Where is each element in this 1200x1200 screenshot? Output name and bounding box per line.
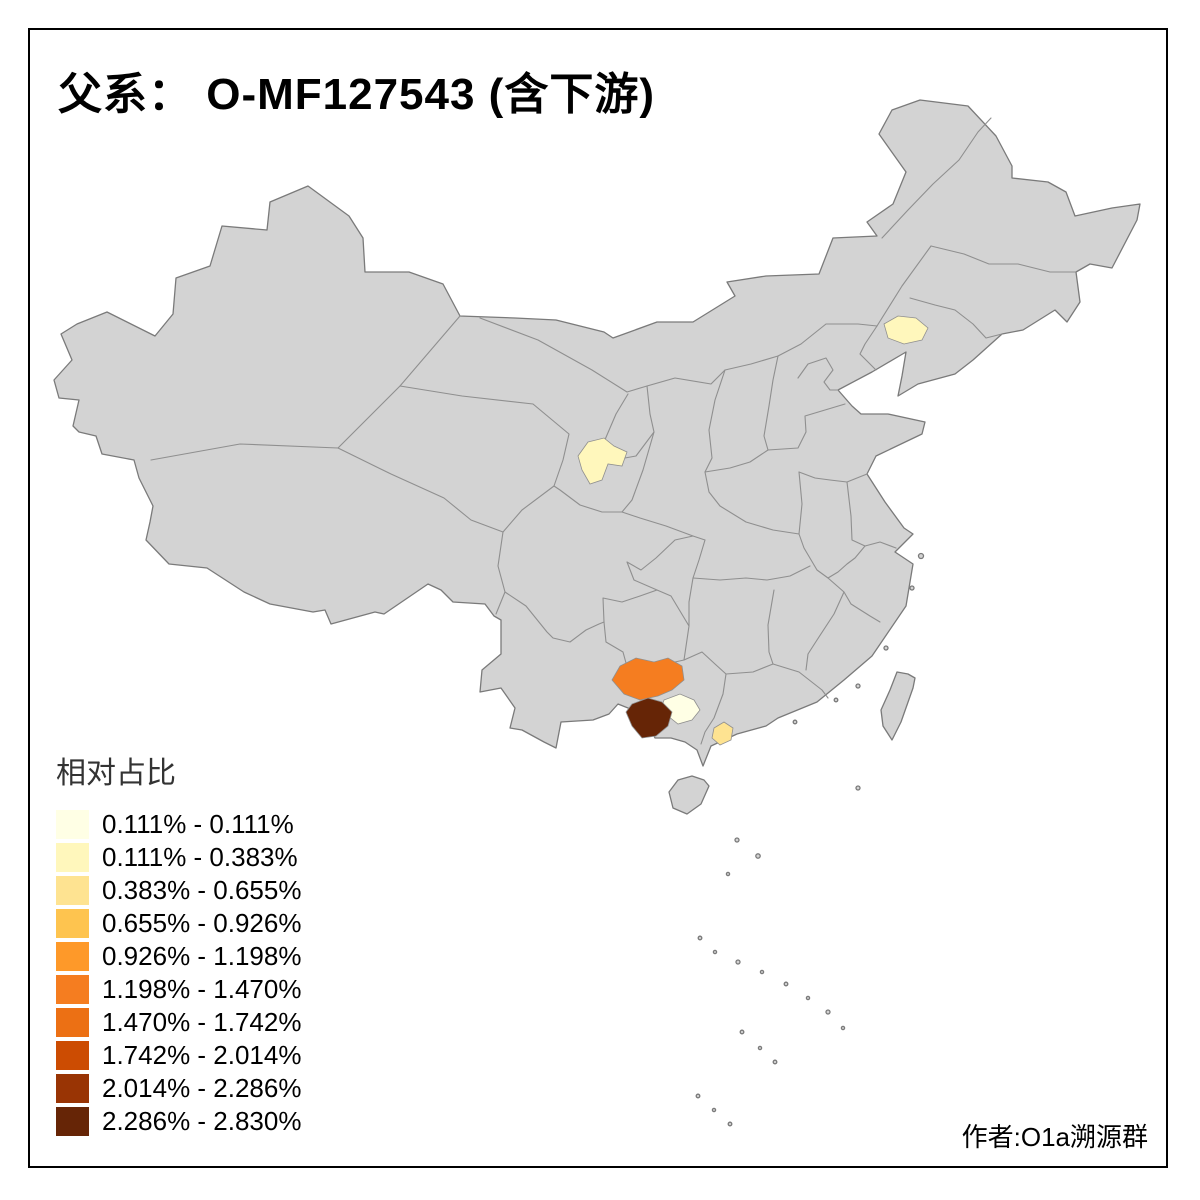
legend-label: 0.926% - 1.198% (102, 941, 302, 971)
legend-swatch (56, 810, 89, 839)
plot-frame (28, 28, 1168, 1168)
region-southwest-orange-patch (611, 657, 685, 701)
legend-swatch (56, 909, 89, 938)
legend-swatch (56, 876, 89, 905)
legend-label: 2.286% - 2.830% (102, 1106, 302, 1136)
legend-swatch (56, 843, 89, 872)
legend-title: 相对占比 (56, 757, 176, 790)
mainland-china (53, 99, 1141, 767)
attribution-text: 作者:O1a溯源群 (961, 1122, 1148, 1152)
region-gansu-central-patch (577, 437, 628, 485)
highlighted-regions (577, 315, 929, 746)
legend: 相对占比 0.111% - 0.111% 0.111% - 0.383% 0.383… (56, 748, 301, 1138)
province-borders (150, 117, 1076, 745)
legend-swatch (56, 975, 89, 1004)
legend-label: 0.383% - 0.655% (102, 875, 302, 905)
legend-swatch (56, 942, 89, 971)
legend-item: 1.198% - 1.470% (56, 973, 301, 1006)
legend-label: 1.742% - 2.014% (102, 1040, 302, 1070)
legend-item: 2.014% - 2.286% (56, 1072, 301, 1105)
legend-item: 0.111% - 0.383% (56, 841, 301, 874)
legend-items: 0.111% - 0.111% 0.111% - 0.383% 0.383% - 0… (56, 808, 301, 1138)
islands (668, 671, 916, 815)
region-northeast-liaoning-patch (883, 315, 929, 345)
legend-label: 0.111% - 0.111% (102, 809, 294, 839)
legend-item: 1.470% - 1.742% (56, 1006, 301, 1039)
legend-item: 0.926% - 1.198% (56, 940, 301, 973)
legend-label: 0.111% - 0.383% (102, 842, 298, 872)
hainan-island (668, 775, 710, 815)
mainland-shape (53, 99, 1141, 767)
legend-item: 2.286% - 2.830% (56, 1105, 301, 1138)
legend-label: 1.198% - 1.470% (102, 974, 302, 1004)
legend-item: 0.383% - 0.655% (56, 874, 301, 907)
legend-label: 2.014% - 2.286% (102, 1073, 302, 1103)
region-guangxi-coast-patch (711, 721, 734, 746)
legend-swatch (56, 1041, 89, 1070)
legend-swatch (56, 1008, 89, 1037)
taiwan-island (880, 671, 916, 741)
legend-item: 0.111% - 0.111% (56, 808, 301, 841)
legend-label: 0.655% - 0.926% (102, 908, 302, 938)
region-southwest-dark-patch (625, 697, 673, 739)
page-title: 父系： O-MF127543 (含下游) (58, 70, 655, 119)
coastal-islands (792, 552, 925, 791)
legend-item: 1.742% - 2.014% (56, 1039, 301, 1072)
south-china-sea-islands (695, 837, 846, 1127)
legend-swatch (56, 1074, 89, 1103)
legend-item: 0.655% - 0.926% (56, 907, 301, 940)
legend-label: 1.470% - 1.742% (102, 1007, 302, 1037)
legend-swatch (56, 1107, 89, 1136)
